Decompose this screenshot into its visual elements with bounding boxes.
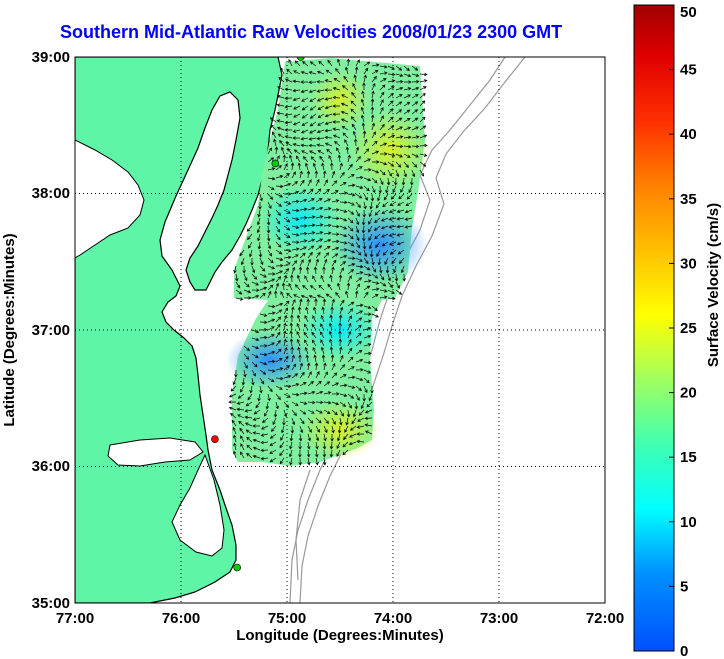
colorbar: 0 5 10 15 20 25 30 35 40 45 50 Surface Velocity (c… xyxy=(633,4,722,659)
colorbar-tick-label: 50 xyxy=(680,4,697,21)
y-tick-label: 37:00 xyxy=(32,322,70,339)
x-axis: 77:00 76:00 75:00 74:00 73:00 72:00 Long… xyxy=(56,610,624,644)
albemarle-sound xyxy=(107,437,204,467)
arrow-field xyxy=(228,58,428,466)
station-marker xyxy=(271,159,280,168)
x-tick-label: 77:00 xyxy=(56,610,94,627)
y-tick-label: 35:00 xyxy=(32,595,70,612)
colorbar-tick-label: 0 xyxy=(680,643,688,659)
velocity-field xyxy=(226,58,430,466)
x-tick-label: 72:00 xyxy=(586,610,624,627)
x-tick-label: 73:00 xyxy=(480,610,518,627)
y-tick-label: 39:00 xyxy=(32,49,70,66)
y-axis: 39:00 38:00 37:00 36:00 35:00 Latitude (… xyxy=(1,49,70,612)
colorbar-label: Surface Velocity (cm/s) xyxy=(705,203,722,367)
pamlico-sound xyxy=(171,453,225,557)
colorbar-tick-label: 10 xyxy=(680,514,697,531)
map-grid xyxy=(75,57,605,603)
colorbar-tick-label: 20 xyxy=(680,385,697,402)
y-tick-label: 36:00 xyxy=(32,458,70,475)
station-marker xyxy=(211,435,219,444)
y-tick-label: 38:00 xyxy=(32,185,70,202)
x-tick-label: 76:00 xyxy=(162,610,200,627)
bathymetry-contours xyxy=(289,57,526,603)
x-tick-label: 75:00 xyxy=(268,610,306,627)
station-marker xyxy=(233,563,241,572)
colorbar-tick-label: 35 xyxy=(680,191,697,208)
colorbar-tick-label: 45 xyxy=(680,62,697,79)
x-tick-label: 74:00 xyxy=(374,610,412,627)
x-axis-label: Longitude (Degrees:Minutes) xyxy=(236,627,444,644)
y-axis-label: Latitude (Degrees:Minutes) xyxy=(1,233,18,426)
colorbar-tick-label: 30 xyxy=(680,255,697,272)
colorbar-tick-label: 40 xyxy=(680,126,697,143)
map-title: Southern Mid-Atlantic Raw Velocities 200… xyxy=(60,22,563,42)
colorbar-gradient xyxy=(633,4,675,652)
colorbar-tick-label: 15 xyxy=(680,449,697,466)
plot-frame xyxy=(74,56,606,604)
station-marker xyxy=(296,57,305,61)
colorbar-tick-label: 5 xyxy=(680,578,688,595)
velocity-arrows xyxy=(228,58,428,466)
radar-stations xyxy=(211,57,305,572)
chesapeake-bay xyxy=(75,139,145,259)
colorbar-tick-label: 25 xyxy=(680,320,697,337)
